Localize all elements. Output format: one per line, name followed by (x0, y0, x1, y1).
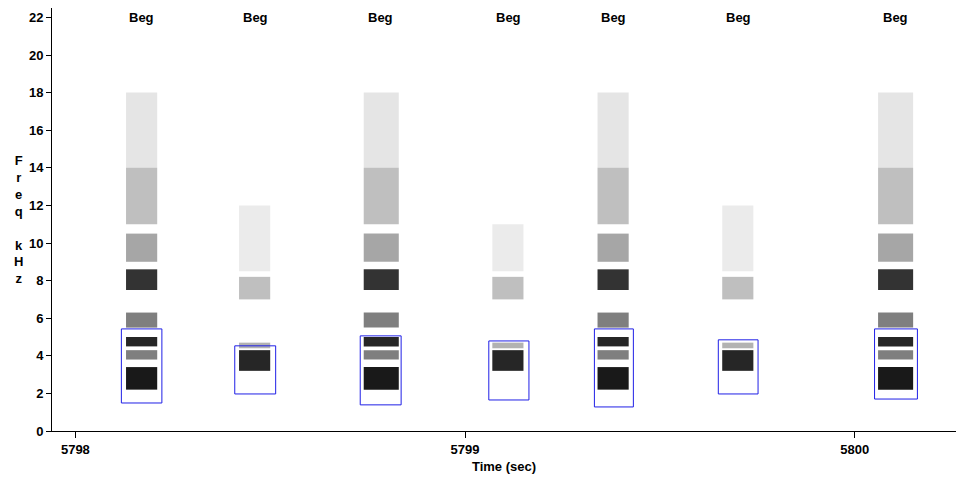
svg-text:16: 16 (29, 123, 43, 138)
svg-text:8: 8 (36, 273, 43, 288)
svg-text:Beg: Beg (129, 10, 154, 25)
svg-text:18: 18 (29, 85, 43, 100)
svg-text:0: 0 (36, 424, 43, 439)
svg-text:Beg: Beg (243, 10, 268, 25)
svg-text:2: 2 (36, 386, 43, 401)
svg-text:Beg: Beg (883, 10, 908, 25)
svg-text:Beg: Beg (726, 10, 751, 25)
svg-text:4: 4 (36, 348, 44, 363)
svg-text:Beg: Beg (368, 10, 393, 25)
svg-text:5799: 5799 (451, 442, 480, 457)
svg-text:Beg: Beg (496, 10, 521, 25)
svg-text:5800: 5800 (840, 442, 869, 457)
svg-text:20: 20 (29, 48, 43, 63)
svg-text:14: 14 (29, 160, 44, 175)
svg-text:22: 22 (29, 10, 43, 25)
svg-text:Freq kHz: Freq kHz (14, 153, 23, 286)
svg-text:6: 6 (36, 311, 43, 326)
svg-text:5798: 5798 (61, 442, 90, 457)
svg-text:Time (sec): Time (sec) (472, 459, 536, 474)
svg-text:10: 10 (29, 236, 43, 251)
svg-text:12: 12 (29, 198, 43, 213)
svg-text:Beg: Beg (601, 10, 626, 25)
